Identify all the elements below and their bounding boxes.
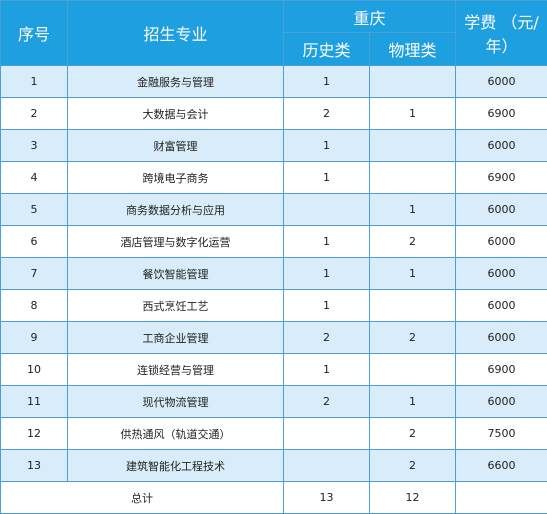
cell-tuition: 6600 [455,449,547,482]
cell-major: 跨境电子商务 [67,161,284,194]
table-row: 7 餐饮智能管理 1 1 6000 [0,257,547,290]
table-row: 5 商务数据分析与应用 1 6000 [0,193,547,226]
cell-major: 连锁经营与管理 [67,353,284,386]
cell-history: 2 [283,385,370,418]
cell-physics [368,161,457,194]
cell-history: 1 [283,353,370,386]
total-tuition [455,481,547,514]
table-row: 8 西式烹饪工艺 1 6000 [0,289,547,322]
cell-tuition: 6000 [455,65,547,98]
cell-physics: 2 [368,225,457,258]
cell-tuition: 6900 [455,97,547,130]
cell-physics: 1 [368,385,457,418]
cell-history: 1 [283,129,370,162]
table-row: 13 建筑智能化工程技术 2 6600 [0,449,547,482]
cell-major: 财富管理 [67,129,284,162]
cell-major: 工商企业管理 [67,321,284,354]
cell-history: 1 [283,257,370,290]
cell-major: 现代物流管理 [67,385,284,418]
cell-major: 供热通风（轨道交通） [67,417,284,450]
header-index: 序号 [0,0,68,66]
cell-tuition: 6000 [455,257,547,290]
cell-history [283,193,370,226]
total-row: 总计 13 12 [0,481,547,514]
cell-physics: 1 [368,193,457,226]
cell-tuition: 6000 [455,289,547,322]
table-row: 9 工商企业管理 2 2 6000 [0,321,547,354]
table-row: 3 财富管理 1 6000 [0,129,547,162]
table-row: 4 跨境电子商务 1 6900 [0,161,547,194]
cell-major: 商务数据分析与应用 [67,193,284,226]
total-history: 13 [283,481,370,514]
table-row: 2 大数据与会计 2 1 6900 [0,97,547,130]
cell-major: 酒店管理与数字化运营 [67,225,284,258]
cell-index: 5 [0,193,68,226]
cell-tuition: 6000 [455,321,547,354]
cell-history: 2 [283,321,370,354]
total-label: 总计 [0,481,284,514]
cell-physics: 2 [368,321,457,354]
cell-index: 4 [0,161,68,194]
cell-history: 2 [283,97,370,130]
cell-physics [368,129,457,162]
cell-major: 餐饮智能管理 [67,257,284,290]
cell-history: 1 [283,161,370,194]
header-history: 历史类 [283,32,370,66]
cell-index: 8 [0,289,68,322]
cell-index: 12 [0,417,68,450]
cell-index: 11 [0,385,68,418]
cell-physics [368,289,457,322]
total-physics: 12 [368,481,457,514]
cell-tuition: 6900 [455,161,547,194]
cell-major: 金融服务与管理 [67,65,284,98]
cell-major: 建筑智能化工程技术 [67,449,284,482]
cell-index: 2 [0,97,68,130]
cell-index: 1 [0,65,68,98]
table-row: 1 金融服务与管理 1 6000 [0,65,547,98]
table-row: 12 供热通风（轨道交通） 2 7500 [0,417,547,450]
cell-history: 1 [283,289,370,322]
cell-index: 9 [0,321,68,354]
cell-major: 西式烹饪工艺 [67,289,284,322]
header-tuition: 学费 （元/年） [455,0,547,66]
header-region: 重庆 [282,0,457,33]
header-physics: 物理类 [368,32,457,66]
table-row: 11 现代物流管理 2 1 6000 [0,385,547,418]
cell-tuition: 6000 [455,129,547,162]
cell-tuition: 6000 [455,385,547,418]
cell-index: 3 [0,129,68,162]
table-row: 10 连锁经营与管理 1 6900 [0,353,547,386]
cell-physics: 2 [368,417,457,450]
cell-tuition: 6000 [455,193,547,226]
cell-physics [368,65,457,98]
cell-physics: 1 [368,97,457,130]
cell-index: 10 [0,353,68,386]
table-row: 6 酒店管理与数字化运营 1 2 6000 [0,225,547,258]
cell-tuition: 6000 [455,225,547,258]
cell-tuition: 6900 [455,353,547,386]
cell-physics: 1 [368,257,457,290]
cell-physics: 2 [368,449,457,482]
cell-index: 13 [0,449,68,482]
cell-history: 1 [283,225,370,258]
cell-history [283,449,370,482]
cell-tuition: 7500 [455,417,547,450]
header-major: 招生专业 [67,0,284,66]
cell-history: 1 [283,65,370,98]
cell-physics [368,353,457,386]
cell-index: 7 [0,257,68,290]
cell-history [283,417,370,450]
cell-major: 大数据与会计 [67,97,284,130]
cell-index: 6 [0,225,68,258]
